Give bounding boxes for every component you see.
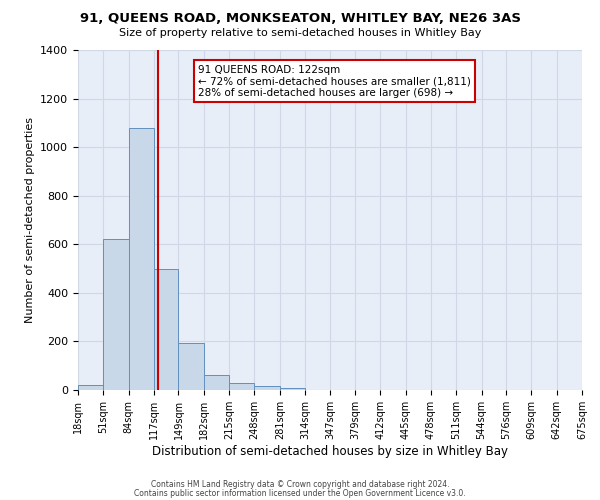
Bar [204,376,229,390]
Y-axis label: Number of semi-detached properties: Number of semi-detached properties [25,117,35,323]
Bar [78,385,103,390]
Text: 91, QUEENS ROAD, MONKSEATON, WHITLEY BAY, NE26 3AS: 91, QUEENS ROAD, MONKSEATON, WHITLEY BAY… [79,12,521,26]
Bar [254,386,280,390]
Text: Contains public sector information licensed under the Open Government Licence v3: Contains public sector information licen… [134,488,466,498]
Text: 91 QUEENS ROAD: 122sqm
← 72% of semi-detached houses are smaller (1,811)
28% of : 91 QUEENS ROAD: 122sqm ← 72% of semi-det… [199,64,472,98]
X-axis label: Distribution of semi-detached houses by size in Whitley Bay: Distribution of semi-detached houses by … [152,444,508,458]
Bar [128,128,154,390]
Text: Contains HM Land Registry data © Crown copyright and database right 2024.: Contains HM Land Registry data © Crown c… [151,480,449,489]
Bar [178,342,204,390]
Text: Size of property relative to semi-detached houses in Whitley Bay: Size of property relative to semi-detach… [119,28,481,38]
Bar [103,240,128,390]
Bar [229,383,254,390]
Bar [280,388,305,390]
Bar [154,268,178,390]
